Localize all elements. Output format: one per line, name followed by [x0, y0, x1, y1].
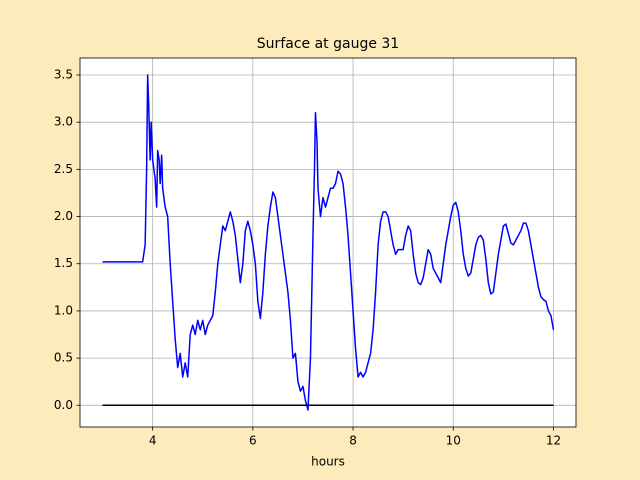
y-tick-label: 2.5 — [54, 162, 73, 176]
x-tick-label: 8 — [349, 434, 357, 448]
y-tick-label: 1.0 — [54, 303, 73, 317]
y-tick-label: 2.0 — [54, 209, 73, 223]
plot-area — [80, 58, 576, 427]
y-tick-label: 3.5 — [54, 67, 73, 81]
chart-title: Surface at gauge 31 — [257, 36, 399, 52]
data-line — [102, 74, 555, 411]
x-axis-label: hours — [311, 455, 345, 469]
x-tick-label: 6 — [249, 434, 257, 448]
x-tick-label: 12 — [546, 434, 561, 448]
y-tick-label: 3.0 — [54, 115, 73, 129]
y-tick-label: 0.5 — [54, 351, 73, 365]
y-tick-label: 0.0 — [54, 398, 73, 412]
axes-frame — [79, 57, 577, 428]
x-tick-label: 10 — [446, 434, 461, 448]
x-tick-label: 4 — [149, 434, 157, 448]
y-tick-label: 1.5 — [54, 256, 73, 270]
